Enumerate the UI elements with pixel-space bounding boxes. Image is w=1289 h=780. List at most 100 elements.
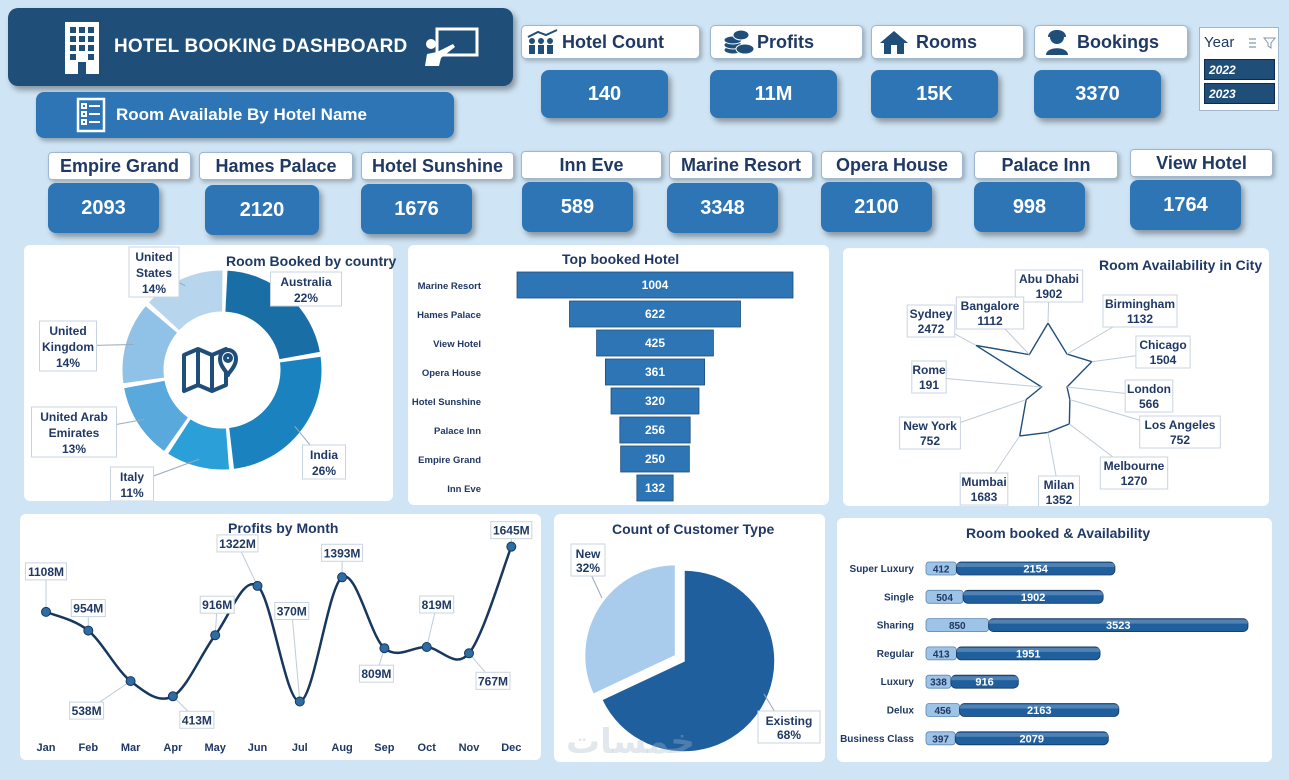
kpi-label-text: Rooms [916, 31, 978, 52]
leader-line [928, 376, 1042, 388]
panel-room-booked-availability: Room booked & Availability Super Luxury 4… [837, 518, 1272, 762]
x-tick-label: Jan [37, 742, 56, 754]
data-label: 1504 [1150, 353, 1177, 367]
kpi-profits-label: Profits [710, 25, 863, 59]
data-label: 370M [277, 605, 307, 619]
data-label: 11% [120, 486, 144, 500]
funnel-bar [610, 387, 700, 415]
data-label-box [955, 296, 1025, 330]
data-label-box [70, 599, 106, 618]
data-label: 22% [294, 291, 318, 305]
data-label: 32% [576, 561, 600, 575]
slicer-item-2022[interactable]: 2022 [1204, 59, 1275, 80]
data-label: 338 [930, 678, 947, 689]
bar-segment-available [988, 618, 1249, 632]
funnel-bar [569, 300, 741, 328]
kpi-rooms-value: 15K [871, 70, 998, 118]
room-type-stacked-bar-chart: Super Luxury 412 2154 Single 504 1902 Sharing 8… [840, 561, 1249, 745]
data-point [210, 630, 221, 641]
data-label: 1112 [977, 314, 1003, 328]
data-label-box [128, 246, 180, 298]
profits-line-chart: 1108M 954M 538M 413M 916M 1322M 370M 1393M 809M 8… [25, 521, 533, 754]
tick-label: Hotel Sunshine [412, 397, 481, 408]
panel-room-booked-by-country: Room Booked by country Australia 22% India… [24, 245, 396, 501]
kpi-bookings-value: 3370 [1034, 70, 1161, 118]
data-label-box [1124, 379, 1174, 413]
data-label-box [1099, 456, 1169, 490]
top-hotel-funnel-chart: Marine Resort 1004 Hames Palace 622 View Hot… [412, 271, 794, 502]
bar-highlight [950, 676, 1019, 681]
data-label: 14% [142, 282, 166, 296]
category-label: Los Angeles [1145, 418, 1216, 432]
category-label: Italy [120, 470, 144, 484]
building-icon [65, 22, 99, 74]
data-label-box [216, 534, 259, 553]
bar-segment-available [959, 703, 1120, 717]
data-label-box [475, 671, 511, 690]
multi-select-icon[interactable] [1248, 37, 1262, 49]
data-label: 1108M [28, 565, 64, 579]
chart-title: Profits by Month [228, 520, 339, 536]
hotel-label-view-hotel: View Hotel [1130, 149, 1273, 177]
data-label: 538M [72, 704, 102, 718]
data-label: 14% [56, 356, 80, 370]
clear-filter-icon[interactable] [1263, 37, 1277, 49]
x-tick-label: Jun [248, 742, 268, 754]
data-label: 413M [182, 713, 212, 727]
category-label: London [1127, 382, 1171, 396]
data-label: 26% [312, 464, 336, 478]
data-label: 1393M [324, 546, 361, 560]
data-label-box [321, 543, 364, 562]
data-label: 2472 [918, 322, 945, 336]
data-label-box [570, 543, 606, 577]
data-label: 622 [645, 307, 665, 321]
category-label: New York [903, 419, 957, 433]
coins-icon [723, 29, 755, 55]
data-label-box [490, 521, 533, 540]
y-tick-label: Super Luxury [850, 564, 915, 575]
tick-label: Empire Grand [418, 455, 481, 466]
data-label: 809M [361, 667, 391, 681]
page-title: HOTEL BOOKING DASHBOARD [114, 36, 408, 57]
data-point [337, 572, 348, 583]
panel-room-availability-city: Room Availability in City Abu Dhabi 1902 B… [843, 248, 1269, 506]
hotel-rooms-hotel-sunshine: 1676 [361, 184, 472, 234]
pie-slice-existing [600, 569, 776, 753]
x-tick-label: Jul [292, 742, 308, 754]
tick-label: Inn Eve [447, 484, 481, 495]
data-label-box [31, 406, 117, 458]
country-doughnut-chart: Australia 22% India 26% Italy 11% United Arab E… [31, 246, 346, 501]
bar-highlight [988, 619, 1248, 624]
data-label: 361 [645, 365, 665, 379]
data-label-box [179, 710, 215, 729]
doughnut-slice [228, 355, 323, 470]
data-label-box [274, 602, 310, 620]
data-label: 1683 [971, 490, 998, 504]
slicer-item-2023[interactable]: 2023 [1204, 83, 1275, 104]
category-label: Rome [912, 363, 946, 377]
category-label: Mumbai [961, 475, 1006, 489]
tick-label: Hames Palace [417, 310, 481, 321]
kpi-profits-value: 11M [710, 70, 837, 118]
data-label-box [911, 360, 947, 394]
bar-highlight [955, 732, 1109, 737]
data-label: 256 [645, 423, 665, 437]
hotel-rooms-hames-palace: 2120 [205, 185, 319, 235]
chart-title: Room booked & Availability [966, 525, 1151, 541]
category-label: United [135, 250, 172, 264]
data-label-box [1038, 475, 1080, 506]
subtitle: Room Available By Hotel Name [116, 105, 367, 124]
hotel-rooms-marine-resort: 3348 [667, 183, 778, 233]
x-tick-label: Dec [501, 742, 521, 754]
data-label: 412 [933, 565, 950, 576]
users-growth-icon [527, 29, 558, 54]
tick-label: Palace Inn [434, 426, 481, 437]
data-label: 1645M [493, 524, 530, 538]
data-label: 1902 [1036, 287, 1063, 301]
hotel-label-opera-house: Opera House [821, 151, 963, 179]
data-label-box [110, 466, 154, 501]
funnel-bar [619, 416, 691, 444]
data-label-box [1102, 294, 1178, 328]
category-label: New [576, 547, 601, 561]
